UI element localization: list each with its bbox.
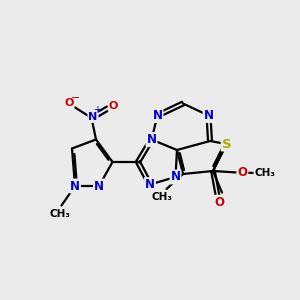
Text: O: O [109, 101, 118, 111]
Text: N: N [145, 178, 155, 191]
Text: O: O [64, 98, 74, 108]
Text: N: N [203, 109, 214, 122]
Text: N: N [88, 112, 98, 122]
Text: −: − [71, 92, 80, 103]
Text: N: N [170, 170, 181, 184]
Text: CH₃: CH₃ [254, 168, 275, 178]
Text: N: N [146, 133, 157, 146]
Text: +: + [93, 105, 101, 116]
Text: O: O [237, 166, 248, 179]
Text: N: N [152, 109, 163, 122]
Text: CH₃: CH₃ [152, 192, 172, 203]
Text: S: S [222, 137, 231, 151]
Text: O: O [214, 196, 224, 209]
Text: CH₃: CH₃ [50, 209, 70, 219]
Text: N: N [94, 179, 104, 193]
Text: N: N [70, 179, 80, 193]
